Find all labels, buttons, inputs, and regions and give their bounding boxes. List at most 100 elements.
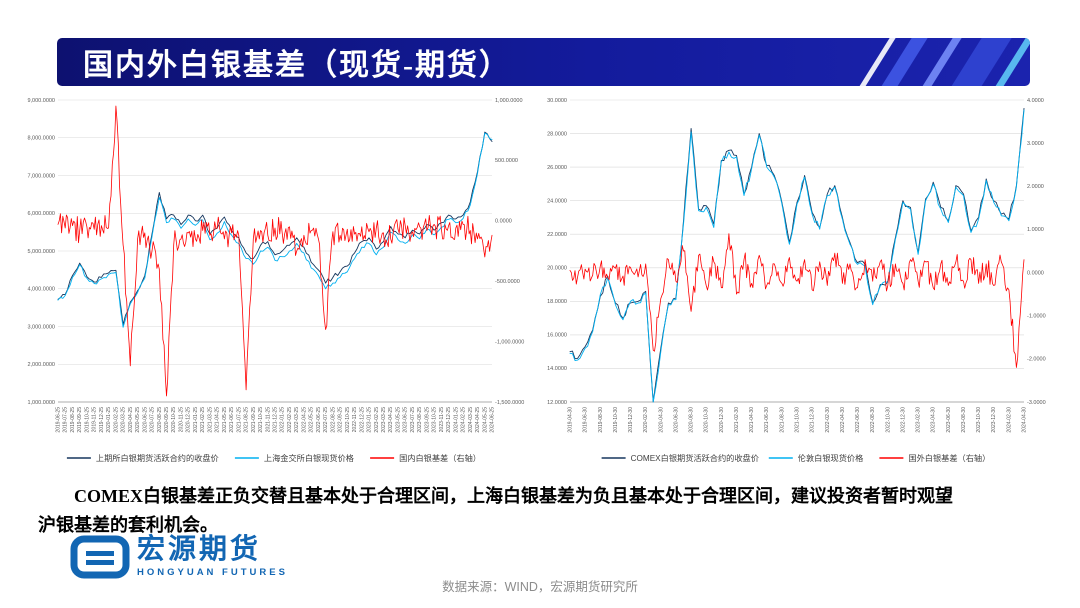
svg-text:2021-03-25: 2021-03-25: [207, 407, 213, 433]
header-banner: 国内外白银基差（现货-期货）: [57, 38, 1030, 86]
svg-text:2022-10-25: 2022-10-25: [345, 407, 351, 433]
x-axis-labels: 2019-04-30 2019-06-30 2019-08-30 2019-10-30…: [568, 407, 1028, 433]
svg-text:2019-04-30: 2019-04-30: [568, 407, 574, 433]
svg-text:2023-01-25: 2023-01-25: [367, 407, 373, 433]
series-lines: [569, 107, 1025, 403]
svg-text:2023-03-25: 2023-03-25: [381, 407, 387, 433]
svg-text:2020-06-25: 2020-06-25: [142, 407, 148, 433]
svg-text:22.0000: 22.0000: [547, 232, 567, 238]
svg-text:2019-08-30: 2019-08-30: [598, 407, 604, 433]
series-line-2: [569, 233, 1025, 368]
svg-text:24.0000: 24.0000: [547, 198, 567, 204]
legend-label: 国外白银基差（右轴）: [908, 453, 990, 463]
logo-name: 宏源期货: [137, 533, 262, 564]
svg-text:6,000.0000: 6,000.0000: [27, 211, 55, 217]
domestic-silver-basis-svg: 1,000.0000 2,000.0000 3,000.0000 4,000.0000…: [27, 98, 524, 463]
company-logo: 宏源期货 HONGYUAN FUTURES: [70, 533, 288, 581]
legend-label: 伦敦白银现货价格: [798, 453, 864, 463]
svg-text:2019-06-30: 2019-06-30: [583, 407, 589, 433]
svg-text:2022-08-25: 2022-08-25: [330, 407, 336, 433]
y-axis-right-labels: -1,500.0000 -1,000.0000 -500.0000 0.0000 500…: [495, 98, 524, 406]
svg-text:2021-11-25: 2021-11-25: [265, 407, 271, 432]
svg-text:9,000.0000: 9,000.0000: [27, 98, 55, 104]
svg-text:2020-08-25: 2020-08-25: [157, 407, 163, 433]
svg-text:14.0000: 14.0000: [547, 366, 567, 372]
svg-text:2023-10-25: 2023-10-25: [432, 407, 438, 433]
svg-text:2021-01-25: 2021-01-25: [193, 407, 199, 433]
svg-text:1,000.0000: 1,000.0000: [27, 400, 55, 406]
legend-label: 上海金交所白银现货价格: [264, 453, 354, 463]
svg-text:0.0000: 0.0000: [1027, 270, 1044, 276]
legend-label: 国内白银基差（右轴）: [399, 453, 481, 463]
legend-label: COMEX白银期货活跃合约的收盘价: [631, 453, 759, 463]
svg-text:2022-11-25: 2022-11-25: [352, 407, 358, 432]
series-line-1: [569, 109, 1025, 403]
commentary-text: COMEX白银基差正负交替且基本处于合理区间，上海白银基差为负且基本处于合理区间…: [38, 486, 953, 536]
svg-text:2020-02-25: 2020-02-25: [113, 407, 119, 433]
svg-text:2020-12-30: 2020-12-30: [719, 407, 725, 433]
svg-text:2023-06-25: 2023-06-25: [403, 407, 409, 433]
svg-text:2020-07-25: 2020-07-25: [150, 407, 156, 433]
svg-text:2022-05-25: 2022-05-25: [309, 407, 315, 433]
svg-text:-1.0000: -1.0000: [1027, 314, 1046, 320]
svg-text:-3.0000: -3.0000: [1027, 400, 1046, 406]
svg-text:-1,500.0000: -1,500.0000: [495, 400, 524, 406]
svg-text:2019-11-25: 2019-11-25: [92, 407, 98, 432]
svg-text:2020-10-25: 2020-10-25: [171, 407, 177, 433]
svg-text:2021-06-25: 2021-06-25: [229, 407, 235, 433]
legend-label: 上期所白银期货活跃合约的收盘价: [96, 453, 219, 463]
logo-text: 宏源期货 HONGYUAN FUTURES: [137, 533, 288, 578]
svg-text:8,000.0000: 8,000.0000: [27, 136, 55, 142]
svg-text:-500.0000: -500.0000: [495, 279, 520, 285]
svg-text:4.0000: 4.0000: [1027, 98, 1044, 104]
svg-text:2024-01-25: 2024-01-25: [453, 407, 459, 433]
svg-text:0.0000: 0.0000: [495, 219, 512, 225]
svg-text:-2.0000: -2.0000: [1027, 357, 1046, 363]
y-axis-right-labels: -3.0000 -2.0000 -1.0000 0.0000 1.0000 2.0000 3…: [1027, 98, 1046, 406]
svg-text:7,000.0000: 7,000.0000: [27, 173, 55, 179]
svg-text:4,000.0000: 4,000.0000: [27, 287, 55, 293]
svg-text:2023-12-25: 2023-12-25: [446, 407, 452, 433]
y-axis-left-labels: 12.0000 14.0000 16.0000 18.0000 20.0000 22.00…: [547, 98, 567, 406]
series-line-2: [57, 105, 493, 397]
svg-text:30.0000: 30.0000: [547, 98, 567, 104]
svg-text:2022-08-30: 2022-08-30: [870, 407, 876, 433]
svg-text:2024-04-30: 2024-04-30: [1022, 407, 1028, 433]
svg-text:2020-01-25: 2020-01-25: [106, 407, 112, 433]
svg-text:28.0000: 28.0000: [547, 131, 567, 137]
svg-text:2021-10-25: 2021-10-25: [258, 407, 264, 433]
svg-text:2024-03-25: 2024-03-25: [468, 407, 474, 433]
series-line-1: [57, 132, 493, 328]
svg-text:18.0000: 18.0000: [547, 299, 567, 305]
svg-text:2022-07-25: 2022-07-25: [323, 407, 329, 433]
svg-text:2021-02-30: 2021-02-30: [734, 407, 740, 433]
svg-text:2020-10-30: 2020-10-30: [704, 407, 710, 433]
international-silver-basis-chart: 12.0000 14.0000 16.0000 18.0000 20.0000 22.00…: [530, 92, 1062, 472]
svg-text:2022-10-30: 2022-10-30: [885, 407, 891, 433]
svg-text:2021-12-30: 2021-12-30: [810, 407, 816, 433]
page-title: 国内外白银基差（现货-期货）: [83, 49, 511, 82]
svg-text:2020-08-30: 2020-08-30: [689, 407, 695, 433]
svg-text:2022-12-25: 2022-12-25: [359, 407, 365, 433]
svg-text:16.0000: 16.0000: [547, 333, 567, 339]
svg-text:2019-07-25: 2019-07-25: [63, 407, 69, 433]
svg-text:2021-04-30: 2021-04-30: [749, 407, 755, 433]
svg-text:2021-12-25: 2021-12-25: [273, 407, 279, 433]
svg-text:2020-12-25: 2020-12-25: [186, 407, 192, 433]
svg-text:1,000.0000: 1,000.0000: [495, 98, 523, 104]
svg-text:2024-06-25: 2024-06-25: [490, 407, 496, 433]
series-line-0: [57, 131, 493, 326]
charts-row: 1,000.0000 2,000.0000 3,000.0000 4,000.0000…: [18, 92, 1062, 472]
svg-text:2022-04-25: 2022-04-25: [301, 407, 307, 433]
legend: 上期所白银期货活跃合约的收盘价 上海金交所白银现货价格 国内白银基差（右轴）: [66, 453, 481, 463]
svg-text:5,000.0000: 5,000.0000: [27, 249, 55, 255]
svg-text:2022-06-25: 2022-06-25: [316, 407, 322, 433]
svg-text:2020-04-30: 2020-04-30: [658, 407, 664, 433]
svg-text:2024-04-25: 2024-04-25: [475, 407, 481, 433]
gridlines: [58, 99, 492, 403]
svg-text:2020-02-30: 2020-02-30: [643, 407, 649, 433]
svg-text:2,000.0000: 2,000.0000: [27, 362, 55, 368]
x-axis-labels: 2019-06-25 2019-07-25 2019-08-25 2019-09-25…: [56, 407, 496, 433]
svg-text:2021-02-25: 2021-02-25: [200, 407, 206, 433]
svg-text:3.0000: 3.0000: [1027, 141, 1044, 147]
